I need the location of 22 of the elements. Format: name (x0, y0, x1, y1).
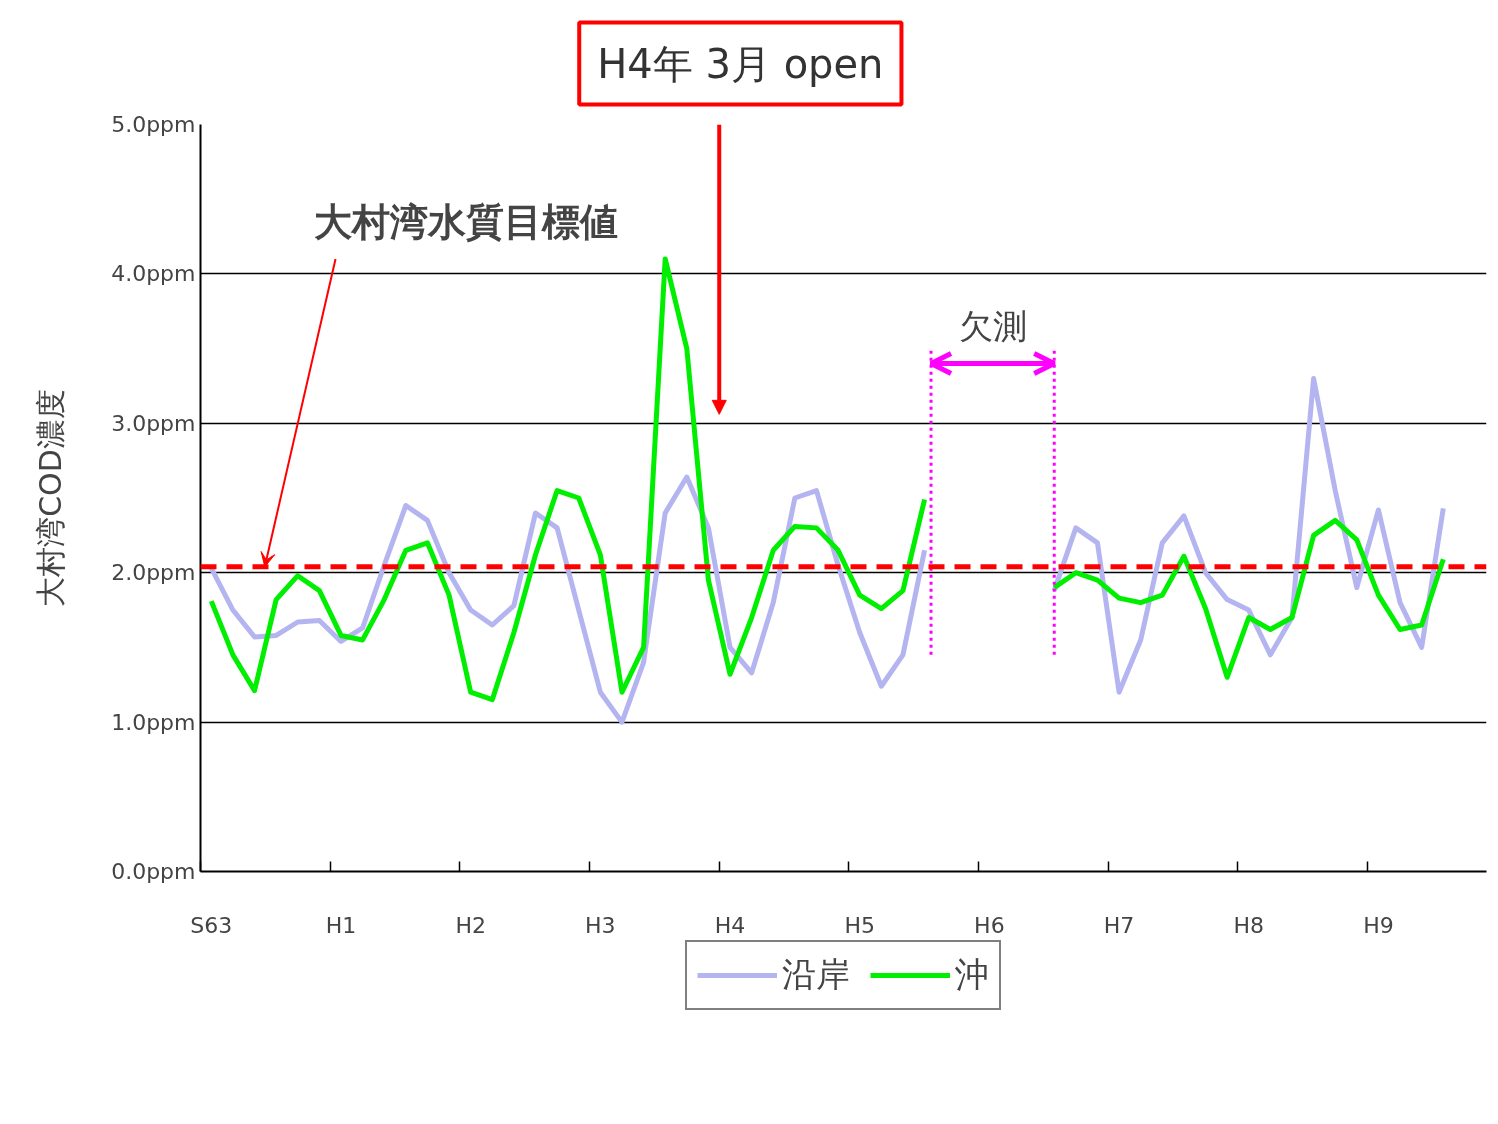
annotation: 欠測 (958, 305, 1027, 346)
x-tick-label: H1 (325, 912, 357, 938)
legend-label: 沖 (955, 953, 989, 996)
y-tick-label: 5.0ppm (111, 112, 196, 137)
x-tick-label: H8 (1233, 912, 1265, 938)
y-tick-label: 1.0ppm (111, 709, 196, 735)
x-tick-label: H4 (714, 912, 746, 938)
y-tick-label: 3.0ppm (111, 410, 196, 436)
ref-line-label: 大村湾水質目標値 (313, 200, 618, 245)
text: H4年 3月 open (597, 40, 884, 87)
y-axis-title: 大村湾COD濃度 (33, 389, 69, 607)
y-tick-label: 0.0ppm (111, 859, 196, 884)
x-tick-label: H6 (974, 912, 1005, 938)
x-tick-label: H3 (585, 912, 616, 938)
x-tick-label: H7 (1103, 912, 1135, 938)
x-tick-label: H2 (455, 912, 486, 938)
legend-label: 沿岸 (782, 953, 850, 996)
x-tick-label: S63 (190, 912, 233, 938)
x-tick-label: H9 (1363, 912, 1394, 938)
y-tick-label: 2.0ppm (111, 560, 196, 586)
x-tick-label: H5 (844, 912, 875, 938)
y-tick-label: 4.0ppm (111, 261, 196, 287)
